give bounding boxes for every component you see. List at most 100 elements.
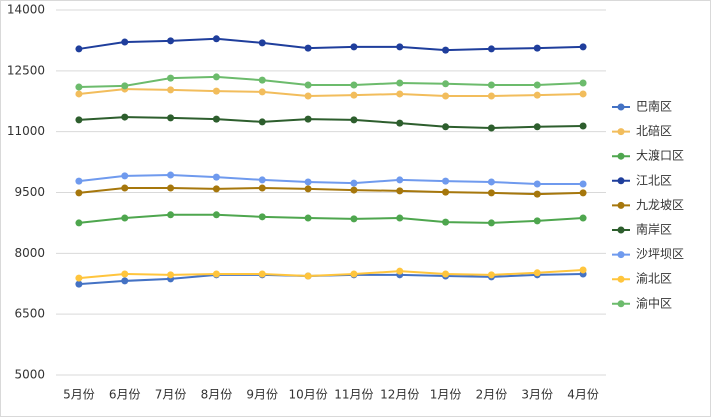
point bbox=[396, 214, 404, 222]
point bbox=[304, 178, 312, 186]
point bbox=[75, 90, 83, 98]
legend-label: 南岸区 bbox=[636, 222, 672, 237]
point bbox=[396, 119, 404, 127]
point bbox=[579, 90, 587, 98]
point bbox=[75, 116, 83, 124]
x-tick-label: 9月份 bbox=[246, 388, 278, 402]
point bbox=[212, 185, 220, 193]
y-tick-label: 9500 bbox=[14, 185, 45, 199]
legend-marker bbox=[617, 103, 625, 111]
point bbox=[75, 45, 83, 53]
point bbox=[304, 81, 312, 89]
legend-label: 江北区 bbox=[636, 173, 672, 187]
legend-marker bbox=[617, 201, 625, 209]
point bbox=[487, 81, 495, 89]
x-tick-label: 7月份 bbox=[155, 388, 187, 402]
point bbox=[121, 38, 129, 46]
legend-label: 巴南区 bbox=[636, 99, 672, 114]
point bbox=[121, 277, 129, 285]
point bbox=[75, 219, 83, 227]
y-tick-label: 5000 bbox=[14, 368, 45, 382]
x-tick-label: 5月份 bbox=[63, 388, 95, 402]
point bbox=[442, 80, 450, 88]
point bbox=[579, 180, 587, 188]
point bbox=[167, 171, 175, 179]
point bbox=[533, 190, 541, 198]
point bbox=[579, 266, 587, 274]
point bbox=[396, 267, 404, 275]
x-tick-label: 12月份 bbox=[380, 388, 419, 402]
point bbox=[167, 271, 175, 279]
legend-label: 大渡口区 bbox=[636, 148, 684, 163]
point bbox=[442, 177, 450, 185]
x-tick-label: 2月份 bbox=[476, 388, 508, 402]
point bbox=[350, 179, 358, 187]
point bbox=[350, 91, 358, 99]
x-tick-label: 8月份 bbox=[201, 388, 233, 402]
point bbox=[396, 176, 404, 184]
point bbox=[304, 115, 312, 123]
point bbox=[533, 123, 541, 131]
point bbox=[350, 43, 358, 51]
point bbox=[487, 92, 495, 100]
x-tick-label: 1月份 bbox=[430, 388, 462, 402]
y-tick-label: 11000 bbox=[7, 124, 45, 138]
legend-marker bbox=[617, 152, 625, 160]
series-line bbox=[78, 268, 584, 280]
point bbox=[75, 177, 83, 185]
x-tick-label: 10月份 bbox=[288, 388, 327, 402]
legend-label: 渝中区 bbox=[636, 295, 672, 310]
point bbox=[350, 186, 358, 194]
point bbox=[167, 86, 175, 94]
x-tick-label: 4月份 bbox=[567, 388, 599, 402]
point bbox=[258, 270, 266, 278]
point bbox=[75, 274, 83, 282]
point bbox=[396, 90, 404, 98]
series-line bbox=[78, 37, 584, 52]
point bbox=[258, 88, 266, 96]
point bbox=[121, 82, 129, 90]
legend-marker bbox=[617, 128, 625, 136]
point bbox=[442, 46, 450, 54]
point bbox=[212, 35, 220, 43]
point bbox=[442, 188, 450, 196]
point bbox=[167, 211, 175, 219]
series-line bbox=[78, 88, 584, 97]
point bbox=[579, 189, 587, 197]
point bbox=[167, 74, 175, 82]
point bbox=[487, 189, 495, 197]
x-tick-label: 6月份 bbox=[109, 388, 141, 402]
point bbox=[121, 184, 129, 192]
point bbox=[487, 124, 495, 132]
point bbox=[579, 79, 587, 87]
point bbox=[167, 37, 175, 45]
point bbox=[75, 83, 83, 91]
point bbox=[579, 43, 587, 51]
point bbox=[533, 91, 541, 99]
point bbox=[304, 92, 312, 100]
point bbox=[533, 44, 541, 52]
point bbox=[579, 122, 587, 130]
point bbox=[258, 76, 266, 84]
point bbox=[487, 219, 495, 227]
point bbox=[121, 214, 129, 222]
point bbox=[258, 184, 266, 192]
series-line bbox=[78, 116, 584, 130]
y-tick-label: 6500 bbox=[14, 307, 45, 321]
point bbox=[258, 176, 266, 184]
point bbox=[350, 215, 358, 223]
point bbox=[304, 214, 312, 222]
point bbox=[579, 214, 587, 222]
series-line bbox=[78, 187, 584, 196]
legend-marker bbox=[617, 177, 625, 185]
series-line bbox=[78, 174, 584, 185]
legend-label: 九龙坡区 bbox=[636, 198, 684, 212]
series-line bbox=[78, 213, 584, 224]
legend-marker bbox=[617, 275, 625, 283]
legend-label: 沙坪坝区 bbox=[636, 247, 684, 261]
point bbox=[258, 118, 266, 126]
point bbox=[121, 113, 129, 121]
point bbox=[487, 45, 495, 53]
